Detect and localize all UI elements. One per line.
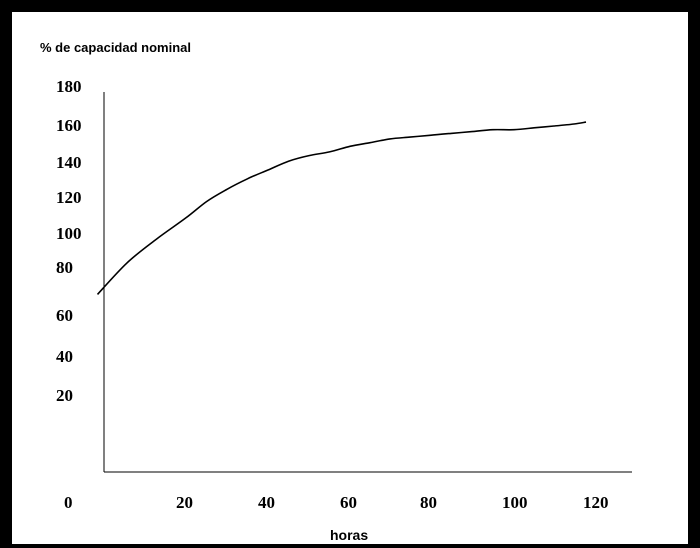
- x-tick-label: 20: [176, 493, 193, 512]
- x-tick-label: 60: [340, 493, 357, 512]
- x-tick-label: 40: [258, 493, 275, 512]
- series-line: [96, 121, 587, 295]
- y-tick-label: 20: [56, 386, 73, 405]
- y-tick-label: 160: [56, 116, 82, 135]
- y-axis-label: % de capacidad nominal: [40, 40, 191, 55]
- y-tick-label: 40: [56, 347, 73, 366]
- y-tick-label: 80: [56, 258, 73, 277]
- x-tick-label: 100: [502, 493, 528, 512]
- x-tick-label: 120: [583, 493, 609, 512]
- y-tick-label: 60: [56, 306, 73, 325]
- y-tick-label: 140: [56, 153, 82, 172]
- y-tick-label: 100: [56, 224, 82, 243]
- y-tick-label: 120: [56, 188, 82, 207]
- x-tick-label: 0: [64, 493, 73, 512]
- x-axis-label: horas: [330, 527, 368, 543]
- x-tick-label: 80: [420, 493, 437, 512]
- y-tick-label: 180: [56, 77, 82, 96]
